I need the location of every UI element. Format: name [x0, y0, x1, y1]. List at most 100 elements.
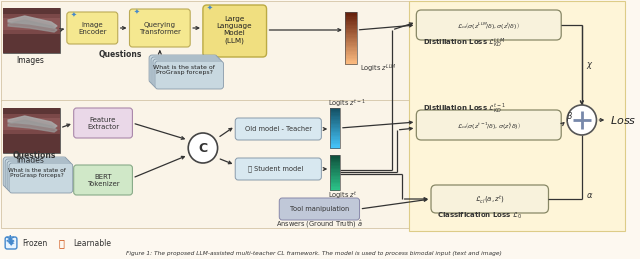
Bar [330, 163, 340, 165]
Text: Frozen: Frozen [22, 239, 47, 248]
Circle shape [188, 133, 218, 163]
FancyBboxPatch shape [5, 237, 17, 249]
Bar [345, 15, 356, 16]
Bar [345, 30, 356, 32]
Text: Querying
Transformer: Querying Transformer [139, 21, 180, 34]
Bar [330, 180, 340, 182]
Bar [345, 16, 356, 18]
Text: Feature
Extractor: Feature Extractor [87, 117, 119, 130]
Bar [345, 12, 356, 14]
Bar [330, 120, 340, 122]
Bar [330, 128, 340, 130]
FancyBboxPatch shape [417, 110, 561, 140]
Polygon shape [8, 120, 57, 132]
Bar [345, 57, 356, 59]
Bar [330, 117, 340, 119]
Bar [330, 182, 340, 183]
Bar [330, 158, 340, 160]
Bar [330, 168, 340, 169]
Text: Logits $z^{LLM}$: Logits $z^{LLM}$ [360, 63, 396, 75]
Bar [330, 115, 340, 117]
Bar [345, 32, 356, 33]
Bar [345, 25, 356, 27]
Bar [330, 169, 340, 171]
Text: $\mathcal{L}_{cl}(a, z^t)$: $\mathcal{L}_{cl}(a, z^t)$ [475, 193, 505, 205]
FancyBboxPatch shape [5, 159, 68, 189]
Bar [3, 8, 60, 53]
Text: $\alpha$: $\alpha$ [586, 191, 593, 199]
Bar [330, 175, 340, 176]
Text: *: * [6, 234, 14, 252]
Bar [410, 1, 625, 231]
Bar [345, 28, 356, 30]
Text: Answers (Ground Truth) $\hat{a}$: Answers (Ground Truth) $\hat{a}$ [276, 218, 363, 230]
Text: Old model - Teacher: Old model - Teacher [244, 126, 312, 132]
Bar [330, 172, 340, 174]
Text: $\mathcal{L}_{cx}\!\left(\sigma(z^{t-1}\!/\delta),\sigma(z^t\!/\delta)\right)$: $\mathcal{L}_{cx}\!\left(\sigma(z^{t-1}\… [457, 119, 521, 131]
FancyBboxPatch shape [129, 9, 190, 47]
Bar [345, 21, 356, 23]
Bar [330, 170, 340, 172]
Bar [3, 114, 60, 134]
Bar [3, 18, 60, 30]
Bar [330, 111, 340, 112]
Bar [330, 113, 340, 115]
Bar [345, 56, 356, 58]
Bar [3, 14, 60, 34]
Bar [345, 48, 356, 50]
Text: Large
Language
Model
(LLM): Large Language Model (LLM) [216, 16, 252, 44]
FancyBboxPatch shape [74, 108, 132, 138]
Bar [345, 60, 356, 62]
Bar [345, 18, 356, 20]
Bar [330, 162, 340, 164]
Text: 🔥: 🔥 [59, 238, 65, 248]
Bar [330, 187, 340, 189]
Text: Distillation Loss $\mathcal{L}^{LLM}_{KD}$: Distillation Loss $\mathcal{L}^{LLM}_{KD… [423, 36, 506, 50]
FancyBboxPatch shape [417, 10, 561, 40]
Bar [345, 50, 356, 52]
Bar [330, 156, 340, 158]
FancyBboxPatch shape [7, 161, 71, 191]
Bar [345, 33, 356, 35]
Bar [330, 116, 340, 118]
FancyBboxPatch shape [236, 118, 321, 140]
Bar [345, 45, 356, 46]
FancyBboxPatch shape [149, 55, 218, 83]
Bar [345, 51, 356, 53]
Text: 🔥 Student model: 🔥 Student model [248, 166, 303, 172]
Bar [330, 123, 340, 125]
Bar [330, 119, 340, 120]
FancyBboxPatch shape [153, 59, 221, 87]
Bar [330, 108, 340, 110]
Bar [330, 140, 340, 142]
Text: Classification Loss $\mathcal{L}_0$: Classification Loss $\mathcal{L}_0$ [437, 211, 522, 221]
Polygon shape [8, 20, 57, 32]
Circle shape [567, 105, 596, 135]
Text: Tool manipulation: Tool manipulation [290, 206, 349, 212]
Bar [345, 37, 356, 39]
Text: ✦: ✦ [71, 12, 77, 18]
FancyBboxPatch shape [151, 57, 220, 85]
Bar [330, 136, 340, 138]
Bar [345, 12, 356, 64]
Bar [330, 143, 340, 145]
Bar [330, 121, 340, 123]
Bar [330, 132, 340, 134]
Bar [330, 179, 340, 181]
Bar [345, 20, 356, 21]
Text: BERT
Tokenizer: BERT Tokenizer [87, 174, 120, 186]
Bar [330, 133, 340, 135]
Bar [330, 176, 340, 178]
Bar [330, 147, 340, 148]
Bar [345, 43, 356, 45]
Text: $\beta$: $\beta$ [566, 110, 573, 123]
Bar [3, 108, 60, 153]
Bar [345, 26, 356, 28]
Text: What is the state of
ProGrasp forceps?: What is the state of ProGrasp forceps? [154, 64, 215, 75]
Bar [345, 22, 356, 24]
Text: Distillation Loss $\mathcal{L}^{t-1}_{KD}$: Distillation Loss $\mathcal{L}^{t-1}_{KD… [423, 100, 506, 113]
Bar [345, 29, 356, 31]
Bar [330, 129, 340, 131]
Bar [345, 42, 356, 44]
Text: What is the state of
ProGrasp forceps?: What is the state of ProGrasp forceps? [8, 168, 65, 178]
